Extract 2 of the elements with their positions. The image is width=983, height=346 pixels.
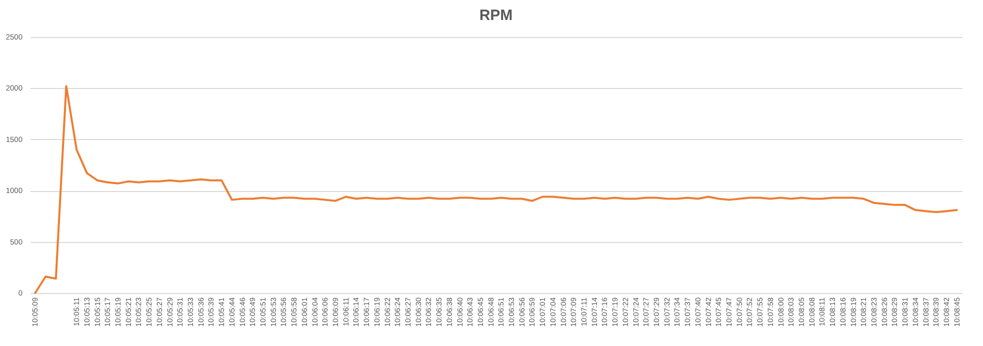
line-series [34, 85, 958, 294]
chart-title: RPM [479, 7, 513, 24]
